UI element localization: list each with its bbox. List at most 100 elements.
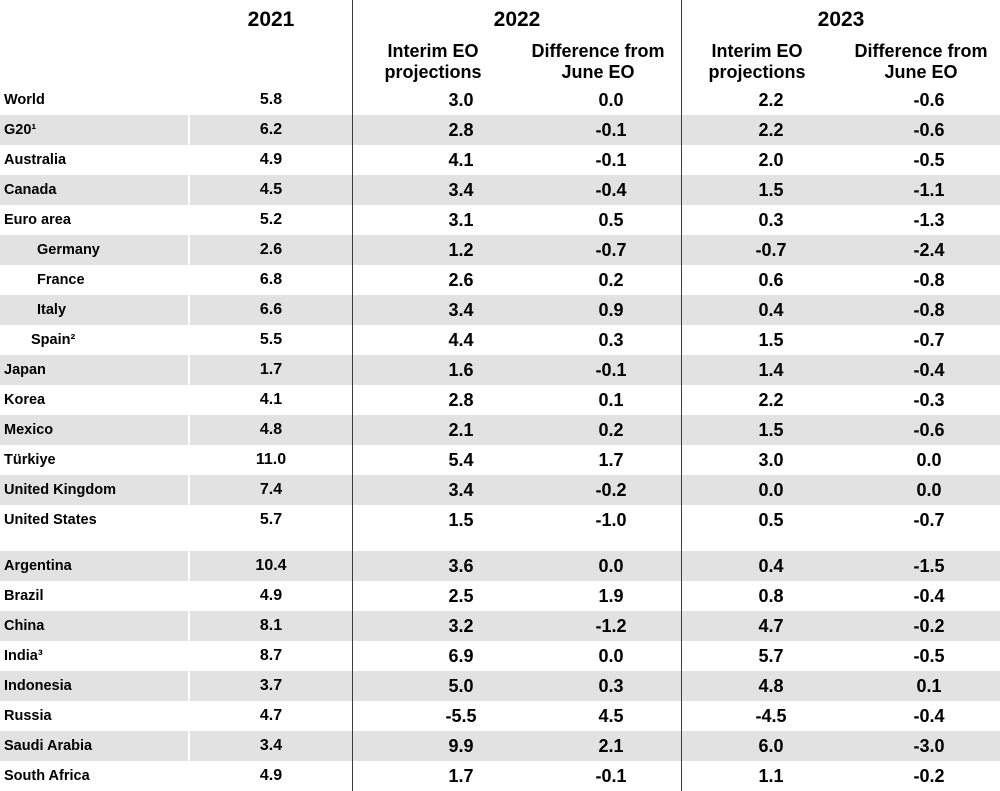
table-row: Spain² 5.5 4.4 0.3 1.5 -0.7 bbox=[0, 325, 1000, 355]
value-2022-difference: 1.9 bbox=[598, 586, 624, 606]
value-2023-projection: 1.4 bbox=[758, 360, 784, 380]
value-2023-projection: 1.5 bbox=[758, 420, 784, 440]
value-2022-projection: 4.4 bbox=[448, 330, 474, 350]
value-2022-projection: 3.4 bbox=[448, 180, 474, 200]
value-2023-projection: 2.2 bbox=[758, 390, 784, 410]
value-2021: 8.1 bbox=[259, 617, 283, 634]
table-row: Argentina 10.4 3.6 0.0 0.4 -1.5 bbox=[0, 551, 1000, 581]
value-2022-projection: 1.7 bbox=[448, 766, 474, 786]
table-row: Japan 1.7 1.6 -0.1 1.4 -0.4 bbox=[0, 355, 1000, 385]
value-2023-projection: -4.5 bbox=[755, 706, 787, 726]
value-2022-projection: 3.0 bbox=[448, 90, 474, 110]
value-2022-projection: 6.9 bbox=[448, 646, 474, 666]
row-label: France bbox=[37, 272, 85, 288]
value-2022-projection: -5.5 bbox=[445, 706, 477, 726]
year-header-2021: 2021 bbox=[247, 8, 295, 31]
value-2023-difference: -0.2 bbox=[913, 616, 945, 636]
value-2023-difference: -0.5 bbox=[913, 150, 945, 170]
value-2022-projection: 3.4 bbox=[448, 300, 474, 320]
value-2023-difference: -0.7 bbox=[913, 510, 945, 530]
table-row: Brazil 4.9 2.5 1.9 0.8 -0.4 bbox=[0, 581, 1000, 611]
subheader-2022-projections: Interim EO projections bbox=[384, 41, 482, 82]
value-2021: 6.8 bbox=[259, 271, 283, 288]
value-2022-difference: 0.0 bbox=[598, 90, 624, 110]
value-2022-projection: 5.4 bbox=[448, 450, 474, 470]
value-2021: 6.6 bbox=[259, 301, 283, 318]
value-2022-difference: 2.1 bbox=[598, 736, 624, 756]
value-2021: 5.2 bbox=[259, 211, 283, 228]
value-2022-difference: -0.2 bbox=[595, 480, 627, 500]
value-2022-projection: 1.6 bbox=[448, 360, 474, 380]
value-2023-projection: 2.0 bbox=[758, 150, 784, 170]
value-2023-projection: 2.2 bbox=[758, 90, 784, 110]
value-2022-difference: 0.0 bbox=[598, 556, 624, 576]
row-label: Italy bbox=[37, 302, 67, 318]
value-2022-difference: 4.5 bbox=[598, 706, 624, 726]
value-2022-difference: 0.2 bbox=[598, 420, 624, 440]
value-2023-difference: -0.8 bbox=[913, 300, 945, 320]
value-2023-projection: -0.7 bbox=[755, 240, 787, 260]
value-2023-difference: -1.5 bbox=[913, 556, 945, 576]
value-2022-difference: -0.4 bbox=[595, 180, 627, 200]
value-2022-difference: 0.0 bbox=[598, 646, 624, 666]
value-2022-projection: 2.5 bbox=[448, 586, 474, 606]
value-2022-difference: -0.1 bbox=[595, 766, 627, 786]
value-2021: 4.7 bbox=[259, 707, 283, 724]
row-label: G20¹ bbox=[4, 122, 37, 138]
value-2022-difference: -1.0 bbox=[595, 510, 627, 530]
value-2021: 6.2 bbox=[259, 121, 283, 138]
row-label: Mexico bbox=[4, 422, 54, 438]
table-row: Saudi Arabia 3.4 9.9 2.1 6.0 -3.0 bbox=[0, 731, 1000, 761]
value-2023-difference: -0.3 bbox=[913, 390, 945, 410]
value-2023-difference: 0.1 bbox=[916, 676, 942, 696]
row-label: Spain² bbox=[31, 332, 76, 348]
value-2023-difference: -3.0 bbox=[913, 736, 945, 756]
table-row: South Africa 4.9 1.7 -0.1 1.1 -0.2 bbox=[0, 761, 1000, 791]
table-row: Canada 4.5 3.4 -0.4 1.5 -1.1 bbox=[0, 175, 1000, 205]
value-2022-projection: 5.0 bbox=[448, 676, 474, 696]
value-2021: 2.6 bbox=[259, 241, 283, 258]
value-2022-projection: 9.9 bbox=[448, 736, 474, 756]
value-2022-difference: 0.3 bbox=[598, 330, 624, 350]
table-row: Euro area 5.2 3.1 0.5 0.3 -1.3 bbox=[0, 205, 1000, 235]
value-2021: 11.0 bbox=[255, 451, 287, 468]
value-2022-projection: 2.6 bbox=[448, 270, 474, 290]
value-2023-difference: -0.4 bbox=[913, 360, 945, 380]
row-label: Canada bbox=[4, 182, 57, 198]
value-2021: 3.7 bbox=[259, 677, 283, 694]
value-2021: 4.1 bbox=[259, 391, 283, 408]
value-2023-projection: 1.1 bbox=[758, 766, 784, 786]
value-2021: 10.4 bbox=[255, 557, 287, 574]
table-row: Australia 4.9 4.1 -0.1 2.0 -0.5 bbox=[0, 145, 1000, 175]
value-2023-difference: -0.4 bbox=[913, 706, 945, 726]
value-2023-projection: 0.0 bbox=[758, 480, 784, 500]
row-label: China bbox=[4, 618, 45, 634]
value-2021: 5.8 bbox=[259, 91, 283, 108]
row-label: Brazil bbox=[4, 588, 44, 604]
value-2023-projection: 6.0 bbox=[758, 736, 784, 756]
value-2022-projection: 4.1 bbox=[448, 150, 474, 170]
value-2023-difference: -0.6 bbox=[913, 90, 945, 110]
value-2021: 4.9 bbox=[259, 151, 283, 168]
row-label: Argentina bbox=[4, 558, 72, 574]
row-label: Russia bbox=[4, 708, 52, 724]
value-2021: 4.9 bbox=[259, 767, 283, 784]
table-row: Italy 6.6 3.4 0.9 0.4 -0.8 bbox=[0, 295, 1000, 325]
row-label: Australia bbox=[4, 152, 67, 168]
value-2023-difference: -0.5 bbox=[913, 646, 945, 666]
value-2022-difference: 0.9 bbox=[598, 300, 624, 320]
row-label: Germany bbox=[37, 242, 100, 258]
value-2023-projection: 0.3 bbox=[758, 210, 784, 230]
value-2022-difference: -1.2 bbox=[595, 616, 627, 636]
value-2021: 4.5 bbox=[259, 181, 283, 198]
value-2023-difference: -0.7 bbox=[913, 330, 945, 350]
value-2021: 4.8 bbox=[259, 421, 283, 438]
value-2021: 4.9 bbox=[259, 587, 283, 604]
value-2022-projection: 3.6 bbox=[448, 556, 474, 576]
table-row: United States 5.7 1.5 -1.0 0.5 -0.7 bbox=[0, 505, 1000, 535]
row-label: United Kingdom bbox=[4, 482, 116, 498]
value-2023-projection: 5.7 bbox=[758, 646, 784, 666]
value-2023-difference: -1.1 bbox=[913, 180, 945, 200]
row-label: United States bbox=[4, 512, 97, 528]
value-2022-difference: 0.5 bbox=[598, 210, 624, 230]
